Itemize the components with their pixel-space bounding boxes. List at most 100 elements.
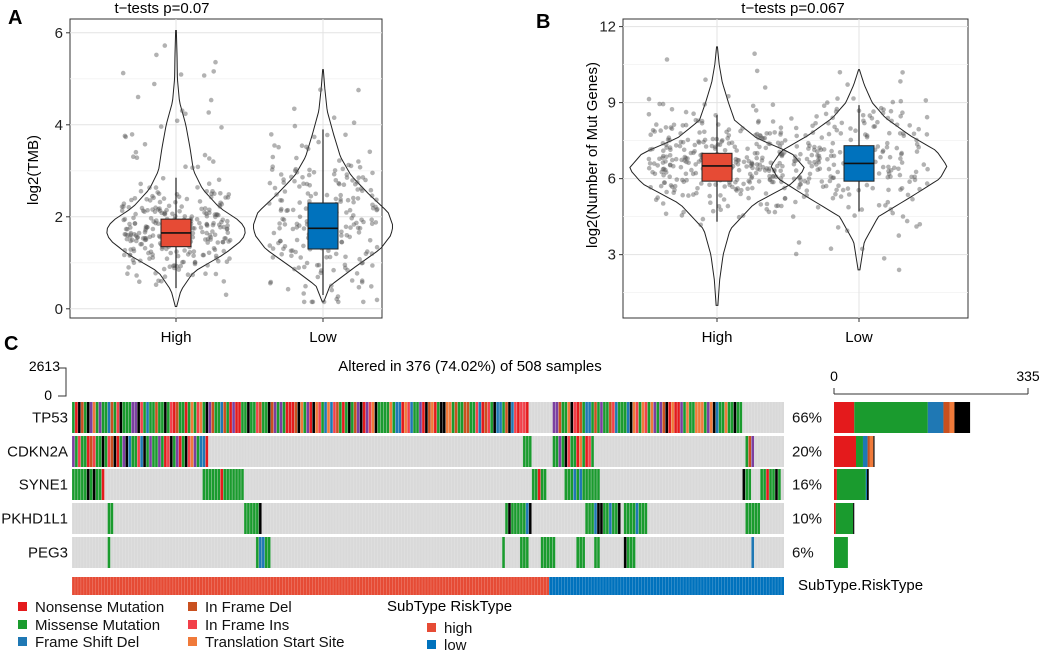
panel-a-data-point (331, 267, 336, 273)
panel-a-data-point (374, 297, 380, 303)
oncoplot-cell (623, 402, 627, 433)
panel-b-data-point (807, 171, 813, 177)
panel-a-data-point (359, 217, 364, 223)
panel-b-data-point (796, 185, 802, 190)
panel-a-data-point (178, 72, 184, 77)
panel-a-data-point (138, 242, 143, 247)
panel-b-data-point (777, 160, 782, 166)
panel-b-data-point (881, 107, 886, 112)
oncoplot-cell (588, 503, 591, 534)
panel-b-data-point (794, 144, 800, 149)
panel-a-data-point (325, 132, 330, 138)
panel-a-data-point (139, 241, 145, 247)
panel-a-data-point (182, 214, 188, 219)
panel-b-data-point (888, 174, 893, 179)
panel-a-data-point (142, 245, 148, 251)
oncoplot-cell (122, 402, 126, 433)
panel-a-data-point (219, 201, 225, 207)
panel-b-data-point (655, 195, 660, 200)
panel-a-data-point (224, 226, 230, 232)
panel-a-data-point (225, 195, 231, 200)
panel-a-data-point (129, 197, 134, 203)
panel-b-data-point (815, 149, 820, 154)
panel-a-data-point (168, 250, 173, 256)
panel-a-data-point (133, 211, 138, 217)
legend-label: In Frame Del (205, 599, 292, 616)
oncoplot-cell (235, 402, 238, 433)
panel-a-data-point (123, 134, 128, 140)
panel-a-data-point (212, 191, 217, 196)
panel-a-data-point (128, 232, 133, 237)
panel-b-data-point (883, 203, 888, 208)
oncoplot-cell (294, 402, 298, 433)
panel-a-data-point (179, 204, 184, 209)
panel-b-violin-low (770, 69, 948, 271)
panel-b-data-point (665, 137, 671, 142)
panel-a-data-point (277, 221, 282, 226)
panel-a-data-point (297, 214, 303, 220)
panel-a-data-point (310, 299, 316, 305)
panel-b-data-point (804, 188, 810, 193)
subtype-legend-swatch (427, 623, 436, 632)
oncoplot-cell (190, 402, 194, 433)
gene-percentages: 66% 20% 16% 10% 6% (792, 410, 822, 562)
oncoplot-cell (519, 537, 523, 568)
panel-b-data-point (744, 155, 750, 160)
panel-a-ytick-label: 2 (55, 209, 63, 226)
panel-b-data-point (807, 143, 812, 148)
panel-a-data-point (270, 246, 276, 251)
oncoplot-cell (128, 436, 132, 467)
oncoplot-cell (152, 436, 155, 467)
oncoplot-cell (172, 402, 176, 433)
panel-b-data-point (778, 132, 783, 137)
panel-b-data-point (667, 174, 672, 179)
panel-a-data-point (121, 201, 127, 206)
panel-a-data-point (334, 296, 340, 302)
oncoplot-cell (309, 402, 312, 433)
panel-b-data-point (804, 156, 810, 162)
panel-b-data-point (845, 82, 850, 87)
right-bars (834, 402, 971, 568)
oncoplot-cell (614, 503, 618, 534)
panel-a-data-point (278, 238, 283, 244)
panel-a-data-point (309, 299, 315, 305)
panel-a-data-point (279, 198, 285, 203)
oncoplot-cell (635, 402, 639, 433)
panel-b-data-point (727, 182, 732, 188)
panel-a-data-point (139, 205, 145, 211)
panel-b-data-point (670, 157, 675, 163)
oncoplot-cell (552, 436, 556, 467)
panel-b-data-point (664, 142, 669, 147)
panel-b-data-point (763, 191, 769, 196)
panel-b-data-point (900, 110, 905, 115)
panel-a-data-point (153, 185, 159, 190)
panel-b-data-point (869, 116, 875, 121)
oncoplot-cell (407, 402, 410, 433)
panel-b-data-point (898, 79, 903, 84)
panel-b-data-point (646, 156, 652, 162)
panel-a-data-point (187, 250, 193, 255)
panel-b-data-point (745, 146, 750, 152)
oncoplot-cell (517, 402, 520, 433)
panel-b-data-point (749, 175, 754, 181)
panel-a-data-point (316, 139, 321, 145)
panel-a-data-point (197, 199, 203, 204)
oncoplot-cell (522, 537, 526, 568)
panel-a-violin-high (106, 30, 246, 307)
oncoplot-cell (172, 436, 176, 467)
panel-a-data-point (183, 111, 188, 117)
panel-b-data-point (696, 140, 702, 145)
panel-b-data-point (678, 164, 684, 170)
panel-b-data-point (652, 129, 657, 134)
panel-a-data-point (132, 232, 137, 237)
panel-b-data-point (876, 203, 882, 208)
panel-a-data-point (361, 299, 366, 305)
panel-b-data-point (735, 186, 740, 191)
panel-b-data-point (817, 166, 823, 172)
panel-b-data-point (814, 114, 819, 119)
panel-a-data-point (282, 189, 288, 194)
panel-a-data-point (324, 254, 329, 260)
oncoplot-cell (543, 469, 547, 500)
gene-percentage-syne1: 16% (792, 477, 822, 494)
oncoplot-cell (594, 537, 597, 568)
